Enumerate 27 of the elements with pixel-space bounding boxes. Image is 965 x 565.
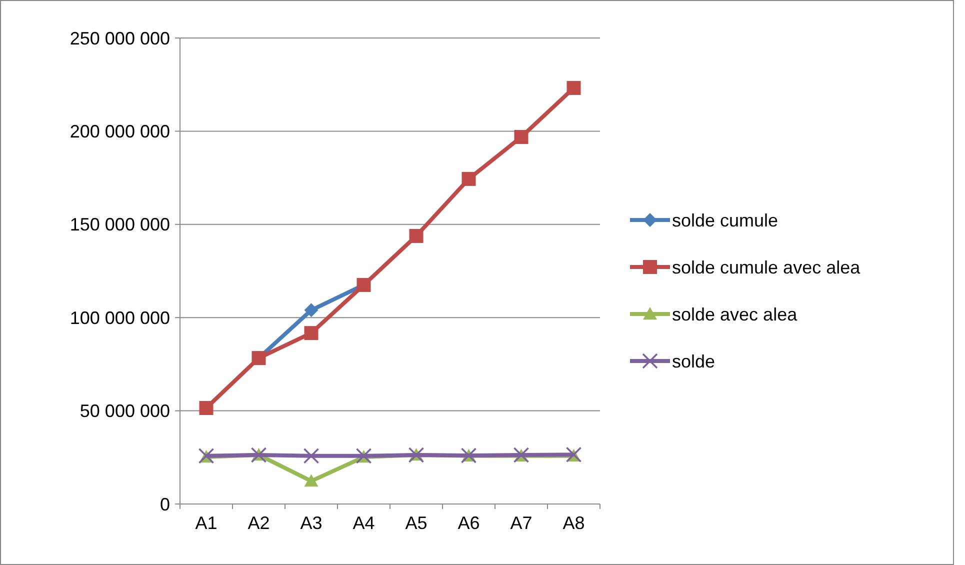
x-tick-label: A8 — [562, 513, 585, 533]
legend-label: solde avec alea — [672, 304, 798, 324]
legend-label: solde cumule — [672, 210, 778, 230]
point — [304, 326, 318, 340]
x-tick-label: A3 — [300, 513, 322, 533]
x-tick-label: A2 — [248, 513, 270, 533]
point — [303, 448, 320, 464]
y-tick-label: 50 000 000 — [80, 401, 170, 422]
x-tick-label: A4 — [352, 513, 375, 533]
x-tick-label: A5 — [405, 513, 428, 533]
legend-label: solde cumule avec alea — [672, 257, 862, 278]
point — [566, 80, 581, 95]
y-tick-label: 0 — [160, 494, 170, 514]
point — [304, 474, 318, 487]
x-tick-label: A1 — [195, 513, 218, 533]
y-tick-label: 200 000 000 — [70, 122, 170, 142]
x-tick-label: A7 — [510, 513, 532, 533]
y-tick-label: 250 000 000 — [70, 28, 170, 48]
point — [409, 228, 424, 243]
y-tick-label: 150 000 000 — [70, 214, 170, 235]
y-tick-label: 100 000 000 — [70, 308, 170, 328]
point — [514, 130, 528, 144]
point — [304, 303, 318, 318]
point — [462, 172, 476, 186]
legend-label: solde — [672, 351, 716, 372]
point — [199, 401, 214, 416]
x-tick-label: A6 — [458, 513, 480, 533]
